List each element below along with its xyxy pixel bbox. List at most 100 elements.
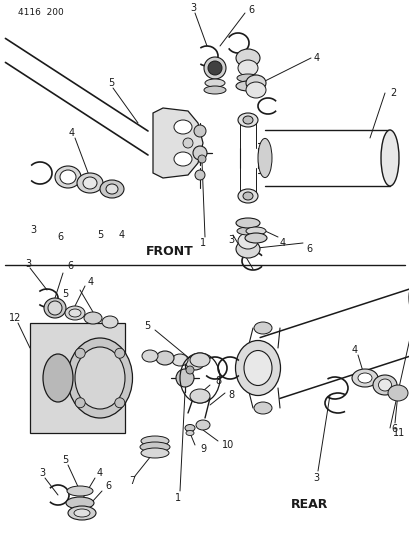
Text: 4: 4 <box>97 468 103 478</box>
Text: 6: 6 <box>247 5 254 15</box>
Text: 3: 3 <box>39 468 45 478</box>
Ellipse shape <box>189 353 209 367</box>
Ellipse shape <box>182 138 193 148</box>
Ellipse shape <box>186 356 204 370</box>
Ellipse shape <box>257 139 271 177</box>
Ellipse shape <box>193 146 207 160</box>
Text: 5: 5 <box>62 289 68 299</box>
Ellipse shape <box>196 420 209 430</box>
Ellipse shape <box>236 240 259 258</box>
Ellipse shape <box>55 166 81 188</box>
Ellipse shape <box>387 385 407 401</box>
Ellipse shape <box>60 170 76 184</box>
Ellipse shape <box>74 509 90 517</box>
Ellipse shape <box>172 354 188 366</box>
Ellipse shape <box>236 81 259 91</box>
Ellipse shape <box>243 192 252 200</box>
Ellipse shape <box>173 120 191 134</box>
Ellipse shape <box>245 227 265 235</box>
Ellipse shape <box>372 375 396 395</box>
Ellipse shape <box>83 177 97 189</box>
Ellipse shape <box>204 86 225 94</box>
Text: 3: 3 <box>227 235 234 245</box>
Text: 4: 4 <box>88 277 94 287</box>
Ellipse shape <box>77 173 103 193</box>
Ellipse shape <box>66 497 94 509</box>
Text: 2: 2 <box>389 88 395 98</box>
Ellipse shape <box>378 379 391 391</box>
Ellipse shape <box>67 338 132 418</box>
Ellipse shape <box>43 354 73 402</box>
Ellipse shape <box>44 298 66 318</box>
Ellipse shape <box>68 506 96 520</box>
Polygon shape <box>153 108 202 178</box>
Ellipse shape <box>408 288 409 349</box>
Text: 5: 5 <box>97 230 103 240</box>
Ellipse shape <box>245 75 265 91</box>
Text: 3: 3 <box>25 259 31 269</box>
Ellipse shape <box>141 448 169 458</box>
Ellipse shape <box>102 316 118 328</box>
Text: 4: 4 <box>313 53 319 63</box>
Text: 10: 10 <box>221 440 234 450</box>
Circle shape <box>115 398 124 408</box>
Ellipse shape <box>235 341 280 395</box>
Ellipse shape <box>236 218 259 228</box>
Ellipse shape <box>236 74 258 82</box>
Text: 4: 4 <box>119 230 125 240</box>
Ellipse shape <box>186 431 193 435</box>
Ellipse shape <box>207 61 221 75</box>
Text: 5: 5 <box>108 78 114 88</box>
Text: 4116  200: 4116 200 <box>18 8 63 17</box>
Circle shape <box>75 348 85 358</box>
Circle shape <box>115 348 124 358</box>
Text: 3: 3 <box>189 3 196 13</box>
Text: 3: 3 <box>312 473 318 483</box>
Text: 8: 8 <box>214 376 220 386</box>
Ellipse shape <box>100 180 124 198</box>
Ellipse shape <box>141 436 169 446</box>
Ellipse shape <box>195 170 204 180</box>
Text: 4: 4 <box>279 238 285 248</box>
Text: 11: 11 <box>392 428 404 438</box>
Bar <box>30 323 125 433</box>
Ellipse shape <box>236 49 259 67</box>
Circle shape <box>75 398 85 408</box>
Ellipse shape <box>48 301 62 315</box>
Ellipse shape <box>237 233 257 249</box>
Ellipse shape <box>198 155 205 163</box>
Text: 1: 1 <box>200 238 206 248</box>
Text: 6: 6 <box>305 244 311 254</box>
Ellipse shape <box>357 373 371 383</box>
Text: 9: 9 <box>200 444 206 454</box>
Ellipse shape <box>245 233 266 243</box>
Ellipse shape <box>237 113 257 127</box>
Text: REAR: REAR <box>291 498 328 512</box>
Ellipse shape <box>204 57 225 79</box>
Ellipse shape <box>139 442 170 452</box>
Ellipse shape <box>186 366 193 374</box>
Ellipse shape <box>69 309 81 317</box>
Text: 8: 8 <box>227 390 234 400</box>
Text: 6: 6 <box>57 232 63 242</box>
Text: FRONT: FRONT <box>146 245 193 257</box>
Ellipse shape <box>184 424 195 432</box>
Ellipse shape <box>189 389 209 403</box>
Ellipse shape <box>245 82 265 98</box>
Text: 5: 5 <box>144 321 150 331</box>
Ellipse shape <box>237 60 257 76</box>
Text: 6: 6 <box>105 481 111 491</box>
Ellipse shape <box>106 184 118 194</box>
Ellipse shape <box>84 312 102 324</box>
Text: 5: 5 <box>62 455 68 465</box>
Ellipse shape <box>173 152 191 166</box>
Ellipse shape <box>175 369 193 387</box>
Text: 12: 12 <box>9 313 21 323</box>
Ellipse shape <box>67 486 93 496</box>
Ellipse shape <box>65 306 85 320</box>
Ellipse shape <box>254 402 271 414</box>
Ellipse shape <box>380 130 398 186</box>
Ellipse shape <box>236 227 258 235</box>
Text: 6: 6 <box>390 424 396 434</box>
Ellipse shape <box>243 351 271 385</box>
